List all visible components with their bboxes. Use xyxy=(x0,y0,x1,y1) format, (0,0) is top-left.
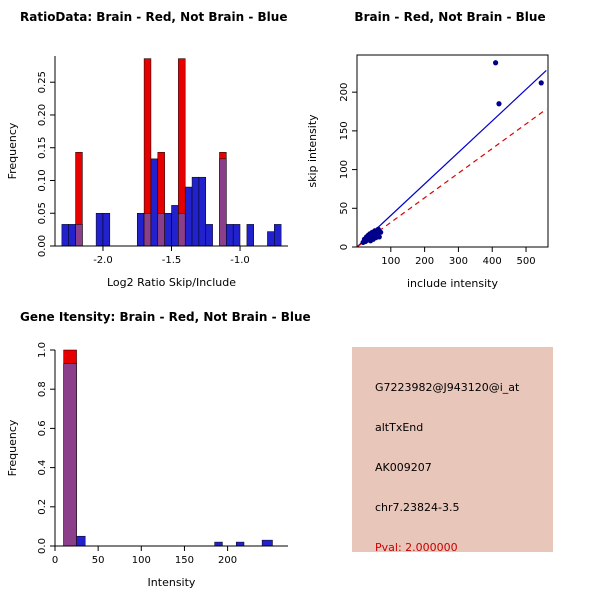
gene-intensity-title: Gene Itensity: Brain - Red, Not Brain - … xyxy=(20,310,311,324)
svg-text:Frequency: Frequency xyxy=(6,419,19,476)
panel-intensity-scatter: Brain - Red, Not Brain - Blue 100 200 300 4… xyxy=(300,0,600,300)
svg-text:-2.0: -2.0 xyxy=(93,255,113,266)
pval-text: Pval: 2.000000 xyxy=(375,541,458,554)
svg-text:100: 100 xyxy=(339,160,350,179)
svg-text:0.00: 0.00 xyxy=(37,235,48,257)
ratio-histogram-plot: -2.0 -1.5 -1.0 0.00 0.05 0.10 0.15 0.20 0.25 Log2… xyxy=(6,56,288,289)
svg-text:150: 150 xyxy=(339,121,350,140)
locus-text: chr7.23824-3.5 xyxy=(375,501,460,514)
panel-ratio-histogram: RatioData: Brain - Red, Not Brain - Blue… xyxy=(0,0,300,300)
scatter-title: Brain - Red, Not Brain - Blue xyxy=(354,10,546,24)
svg-text:200: 200 xyxy=(218,555,237,566)
panel-gene-intensity-histogram: Gene Itensity: Brain - Red, Not Brain - … xyxy=(0,300,311,600)
panel-gene-info: G7223982@J943120@i_at altTxEnd AK009207 … xyxy=(300,300,600,600)
svg-text:-1.5: -1.5 xyxy=(162,255,182,266)
svg-text:200: 200 xyxy=(339,83,350,102)
svg-text:0.6: 0.6 xyxy=(37,420,48,436)
svg-text:Intensity: Intensity xyxy=(148,576,196,589)
svg-text:300: 300 xyxy=(449,256,468,267)
svg-text:100: 100 xyxy=(132,555,151,566)
svg-text:50: 50 xyxy=(92,555,105,566)
svg-text:0: 0 xyxy=(52,555,58,566)
svg-text:0.2: 0.2 xyxy=(37,499,48,515)
ratio-histogram-title: RatioData: Brain - Red, Not Brain - Blue xyxy=(20,10,288,24)
gene-info-box: G7223982@J943120@i_at altTxEnd AK009207 … xyxy=(352,347,553,554)
svg-text:0.25: 0.25 xyxy=(37,71,48,93)
svg-text:0.0: 0.0 xyxy=(37,538,48,554)
svg-text:150: 150 xyxy=(175,555,194,566)
intensity-scatter-plot: 100 200 300 400 500 0 50 100 150 200 include inten… xyxy=(306,54,549,290)
splice-type-text: altTxEnd xyxy=(375,421,424,434)
svg-text:skip intensity: skip intensity xyxy=(306,114,319,188)
svg-text:0.05: 0.05 xyxy=(37,202,48,224)
svg-text:0.10: 0.10 xyxy=(37,169,48,191)
gene-intensity-plot: 0 50 100 150 200 0.0 0.2 0.4 0.6 0.8 1.0 Intensity F… xyxy=(6,342,288,589)
svg-text:500: 500 xyxy=(516,256,535,267)
svg-text:0.4: 0.4 xyxy=(37,460,48,476)
svg-text:200: 200 xyxy=(415,256,434,267)
svg-text:Log2 Ratio Skip/Include: Log2 Ratio Skip/Include xyxy=(107,276,236,289)
svg-text:0.20: 0.20 xyxy=(37,104,48,126)
svg-text:1.0: 1.0 xyxy=(37,342,48,358)
svg-text:100: 100 xyxy=(381,256,400,267)
accession-text: AK009207 xyxy=(375,461,432,474)
svg-text:400: 400 xyxy=(483,256,502,267)
svg-text:Frequency: Frequency xyxy=(6,122,19,179)
svg-text:50: 50 xyxy=(339,202,350,215)
svg-text:0: 0 xyxy=(339,244,350,250)
svg-text:-1.0: -1.0 xyxy=(230,255,250,266)
svg-text:0.15: 0.15 xyxy=(37,137,48,159)
probe-id-text: G7223982@J943120@i_at xyxy=(375,381,520,394)
svg-text:0.8: 0.8 xyxy=(37,381,48,397)
svg-text:include intensity: include intensity xyxy=(407,277,499,290)
